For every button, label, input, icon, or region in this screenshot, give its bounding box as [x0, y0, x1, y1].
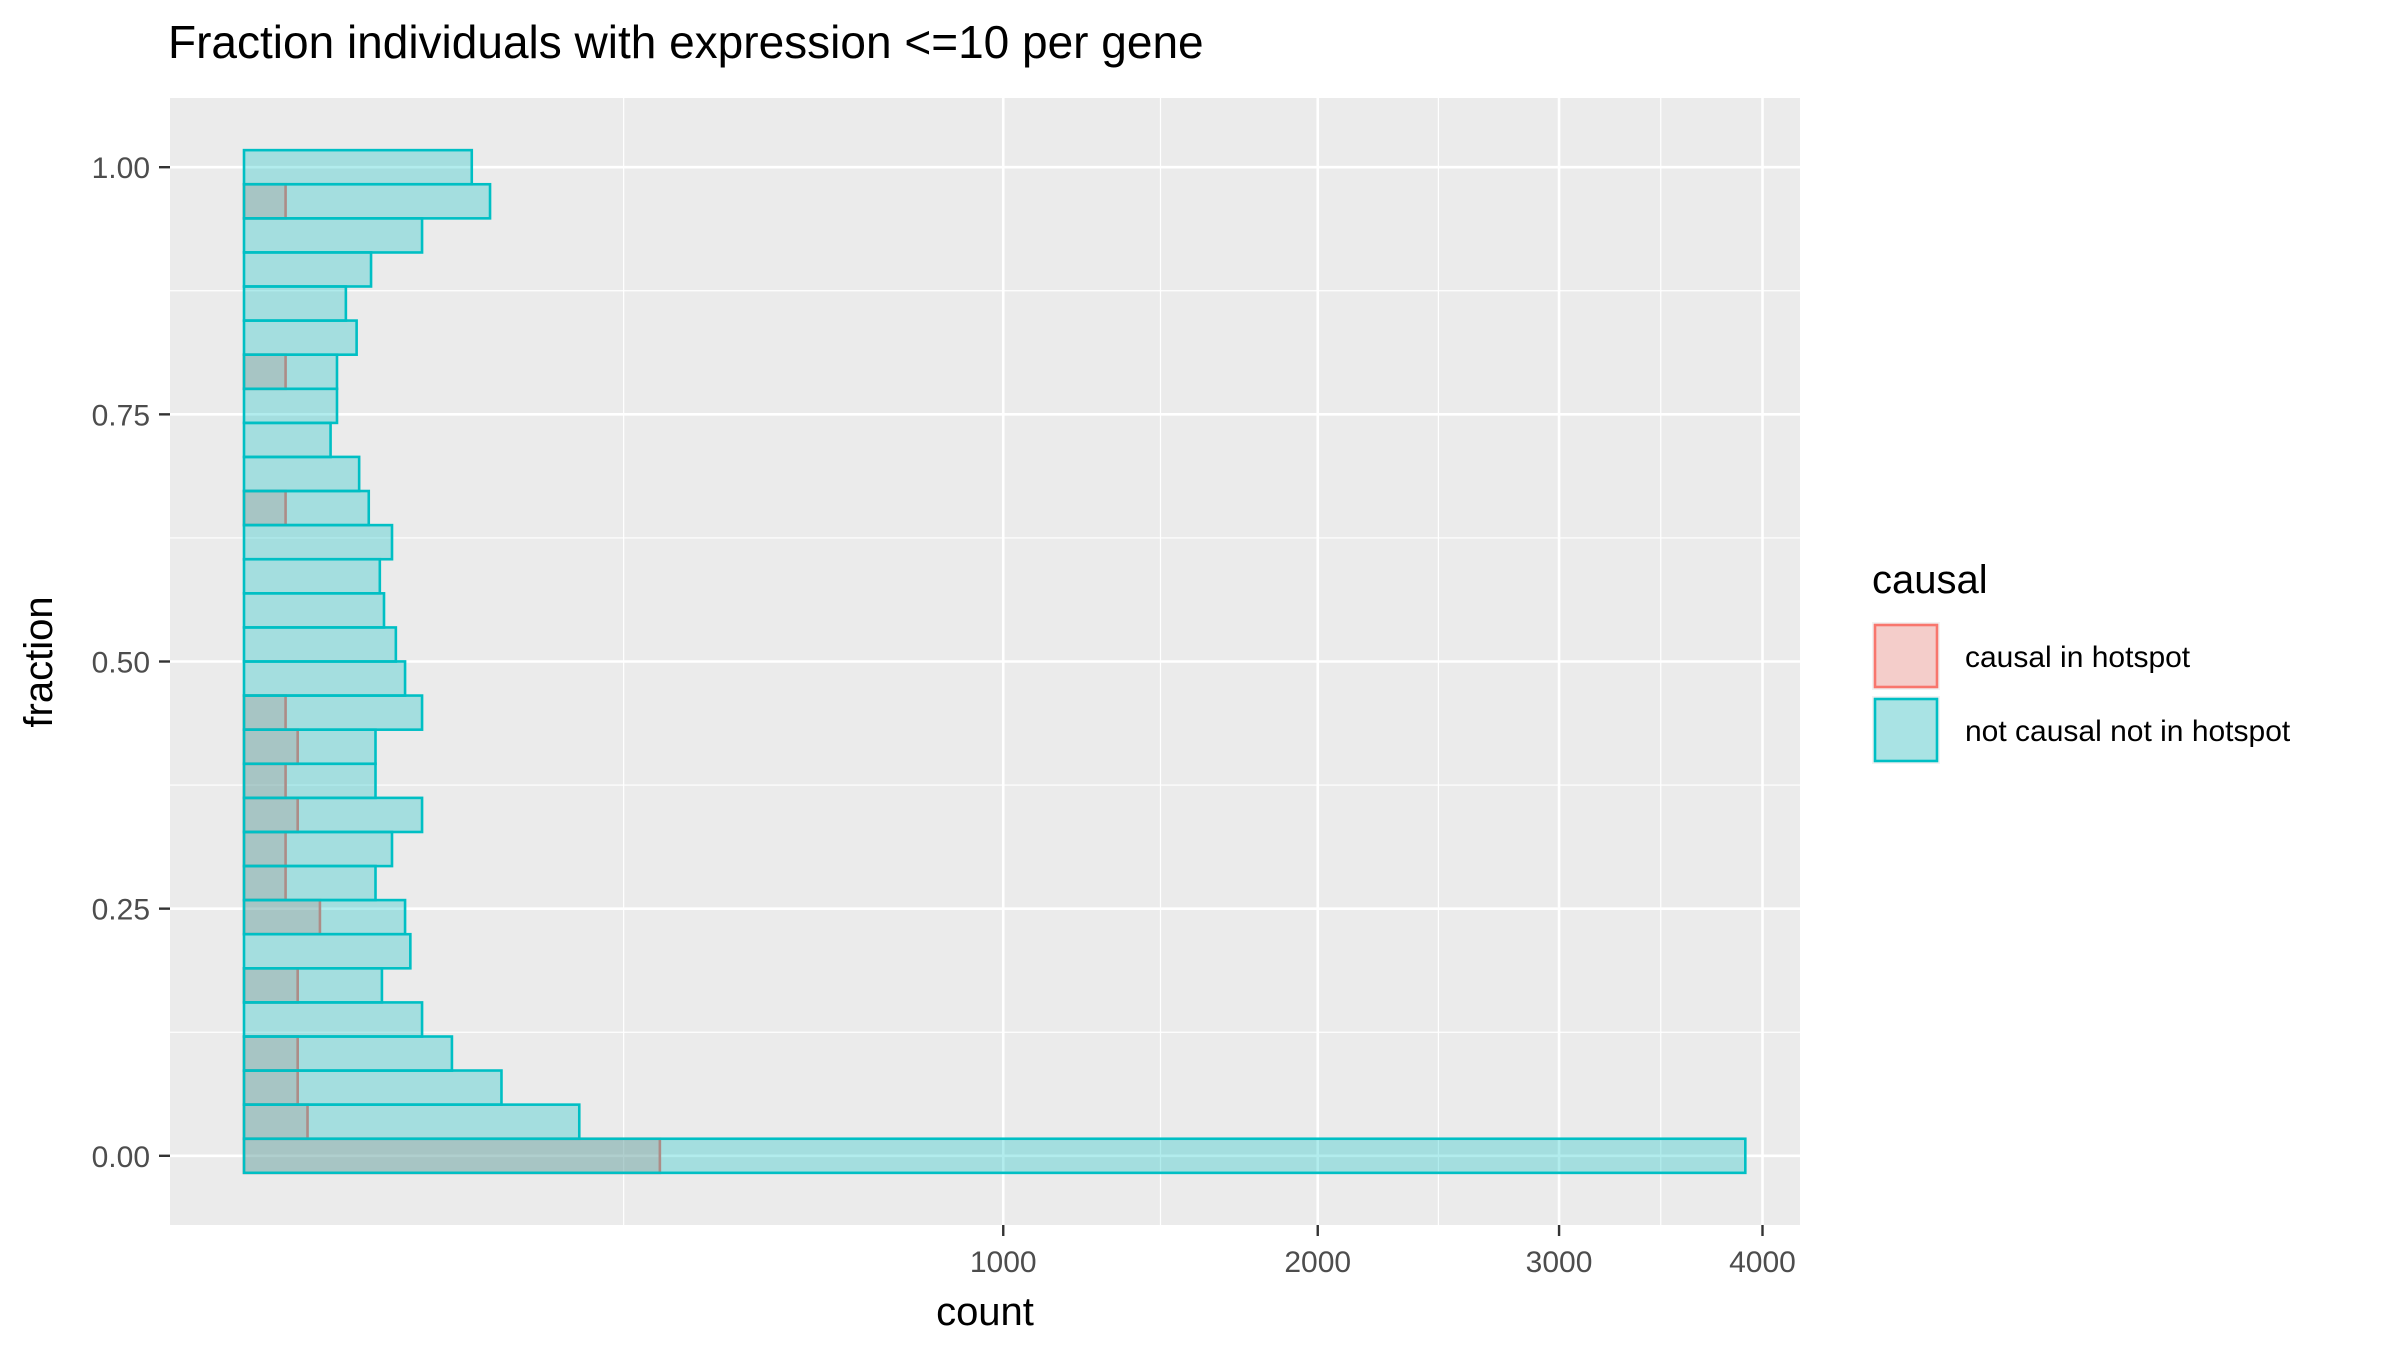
y-tick-label: 0.25 [92, 894, 150, 927]
histogram-bar [242, 796, 424, 834]
histogram-bar [242, 932, 412, 970]
x-tick-label: 2000 [1284, 1246, 1351, 1279]
legend-key [1873, 623, 1939, 689]
y-axis-label: fraction [17, 596, 61, 727]
histogram-bar [242, 285, 348, 322]
histogram-bar [242, 251, 373, 288]
histogram-bar [242, 489, 371, 527]
y-tick-label: 0.00 [92, 1141, 150, 1174]
x-tick-label: 1000 [970, 1246, 1037, 1279]
x-axis: 1000 2000 3000 4000 [970, 1225, 1796, 1279]
histogram-bar [242, 1001, 424, 1038]
legend-key [1873, 697, 1939, 763]
y-axis: 0.00 0.25 0.50 0.75 1.00 [92, 152, 170, 1174]
histogram-bar [242, 864, 377, 902]
histogram-bar [242, 660, 407, 697]
legend-label: causal in hotspot [1965, 641, 2191, 674]
series-not-causal-not-in-hotspot [242, 148, 1747, 1175]
histogram-bar [242, 830, 394, 868]
histogram-bar [242, 421, 332, 459]
bars [242, 148, 1747, 1175]
x-tick-label: 3000 [1526, 1246, 1593, 1279]
major-gridlines [170, 98, 1800, 1225]
histogram-bar [242, 967, 384, 1004]
histogram-bar [242, 353, 339, 391]
histogram-bar [242, 1137, 1747, 1175]
y-tick-label: 0.75 [92, 399, 150, 432]
histogram-bar [242, 557, 382, 595]
legend: causal causal in hotspot not causal not i… [1872, 558, 2291, 764]
histogram-bar [242, 148, 474, 186]
histogram-bar [242, 592, 386, 629]
histogram-bar [242, 182, 492, 220]
histogram-bar [242, 762, 377, 800]
histogram-bar [242, 1069, 503, 1106]
histogram-bar [242, 796, 299, 834]
histogram-bar [242, 898, 407, 936]
chart-title: Fraction individuals with expression <=1… [168, 16, 1204, 68]
histogram-bar [242, 387, 339, 425]
histogram-bar [242, 319, 358, 356]
legend-key-bg [1872, 696, 1940, 764]
x-axis-label: count [936, 1290, 1034, 1334]
y-tick-label: 0.50 [92, 647, 150, 680]
histogram-bar [242, 728, 377, 766]
histogram-bar [242, 1035, 454, 1072]
histogram-bar [242, 626, 398, 663]
y-tick-label: 1.00 [92, 152, 150, 185]
histogram-bar [242, 455, 361, 493]
legend-label: not causal not in hotspot [1965, 715, 2291, 748]
histogram-bar [242, 694, 424, 731]
histogram-bar [242, 1103, 581, 1141]
legend-title: causal [1872, 558, 1988, 602]
legend-key-bg [1872, 622, 1940, 690]
x-tick-label: 4000 [1729, 1246, 1796, 1279]
histogram-bar [242, 898, 322, 936]
histogram-bar [242, 217, 424, 254]
histogram-bar [242, 523, 394, 561]
